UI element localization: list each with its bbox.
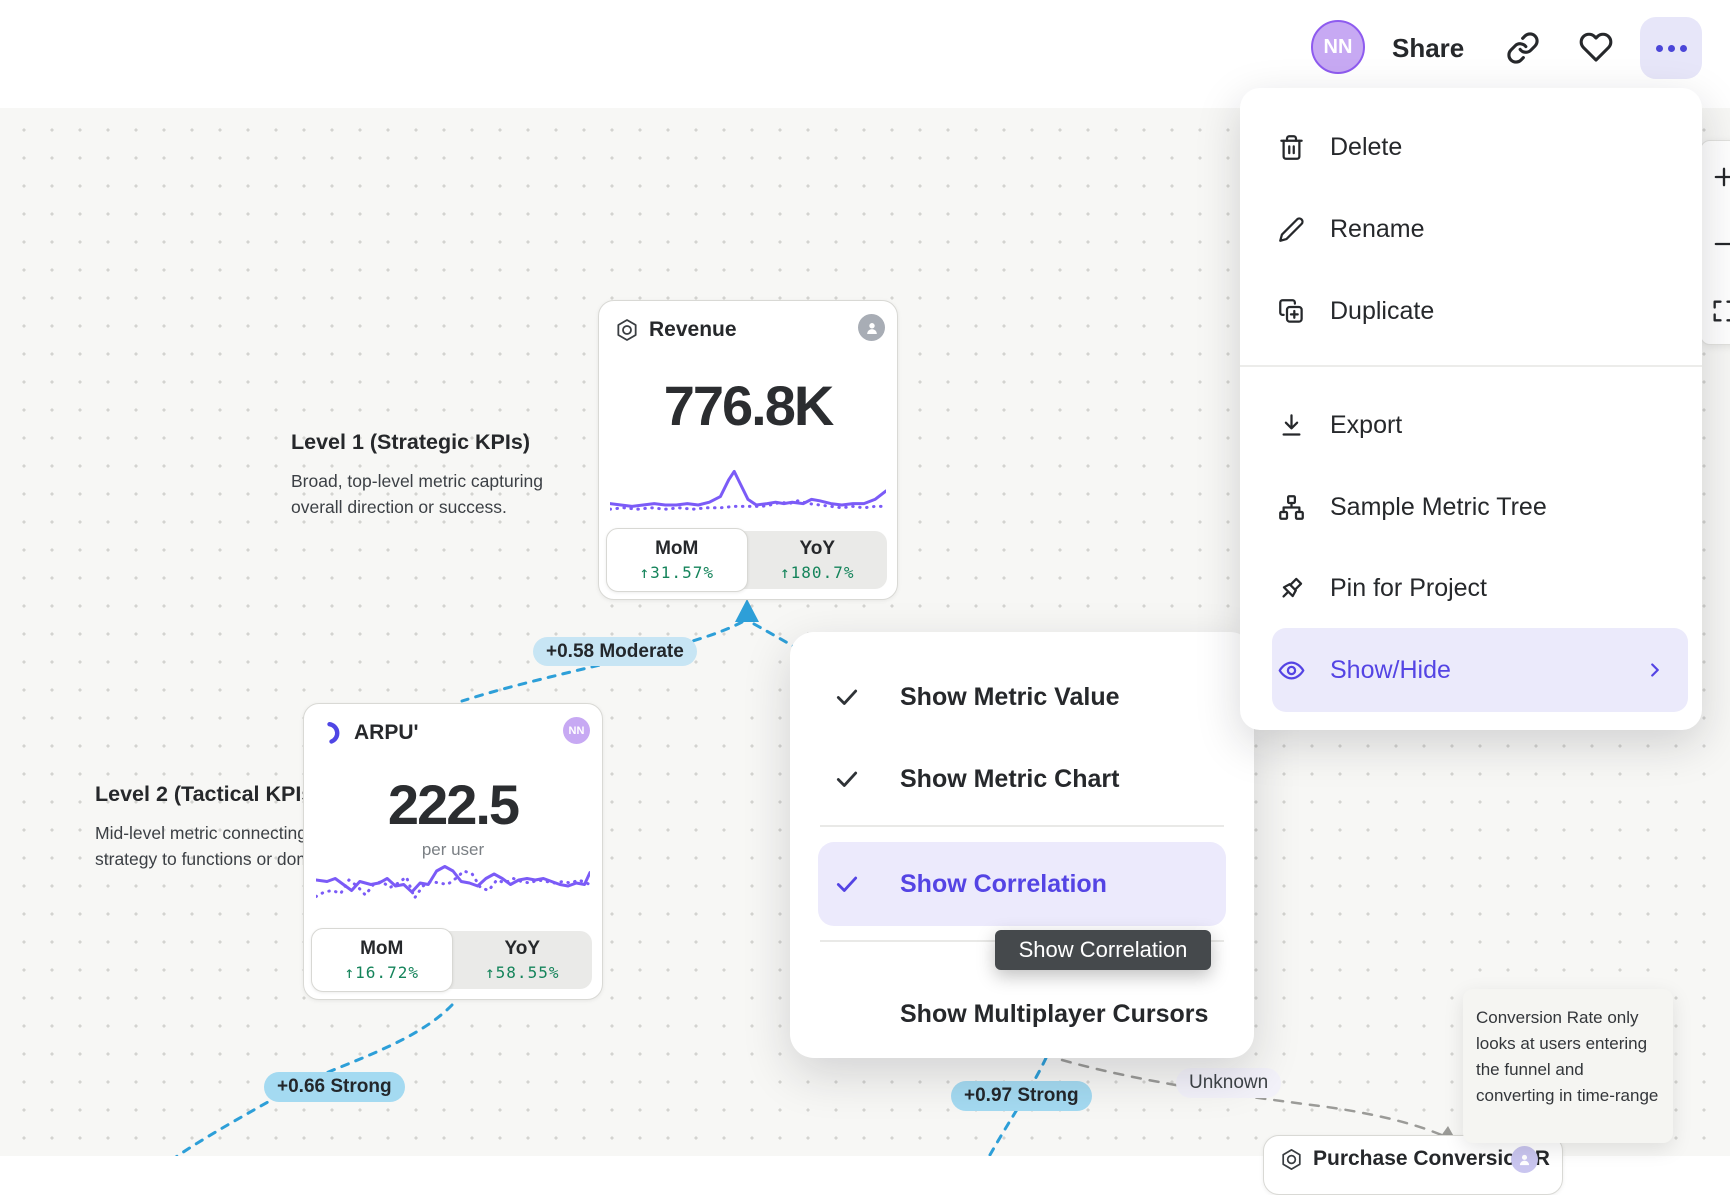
check-icon bbox=[836, 876, 858, 892]
zoom-out-button[interactable] bbox=[1710, 230, 1730, 258]
submenu-item-show-metric-value[interactable]: Show Metric Value bbox=[790, 656, 1254, 738]
copy-link-icon[interactable] bbox=[1506, 31, 1540, 65]
menu-item-show-hide[interactable]: Show/Hide bbox=[1240, 629, 1702, 711]
check-icon bbox=[836, 771, 858, 787]
correlation-badge-strong-1[interactable]: +0.66 Strong bbox=[264, 1072, 405, 1102]
show-correlation-tooltip: Show Correlation bbox=[995, 930, 1211, 970]
revenue-card[interactable]: Revenue 776.8K MoM ↑31.57% YoY ↑180.7% bbox=[598, 300, 898, 600]
tree-icon bbox=[1279, 494, 1304, 520]
correlation-badge-unknown[interactable]: Unknown bbox=[1176, 1068, 1282, 1098]
fit-view-button[interactable] bbox=[1710, 297, 1730, 325]
correlation-badge-strong-2[interactable]: +0.97 Strong bbox=[951, 1081, 1092, 1111]
sparkline-dotted bbox=[610, 499, 886, 511]
metric-footer: MoM ↑31.57% YoY ↑180.7% bbox=[606, 528, 887, 592]
more-options-button[interactable] bbox=[1640, 17, 1702, 79]
level2-description: Mid-level metric connecting strategy to … bbox=[95, 823, 321, 869]
metric-footer: MoM ↑16.72% YoY ↑58.55% bbox=[311, 928, 592, 992]
owner-avatar[interactable]: NN bbox=[563, 717, 590, 744]
check-icon bbox=[836, 689, 858, 705]
mom-tab[interactable]: MoM ↑16.72% bbox=[311, 928, 453, 992]
menu-item-export[interactable]: Export bbox=[1240, 384, 1702, 466]
person-icon bbox=[866, 322, 877, 334]
zoom-in-button[interactable] bbox=[1710, 163, 1730, 191]
duplicate-icon bbox=[1279, 298, 1303, 323]
menu-item-sample-metric-tree[interactable]: Sample Metric Tree bbox=[1240, 466, 1702, 548]
level2-title: Level 2 (Tactical KPIs bbox=[95, 782, 314, 806]
show-hide-submenu: Show Metric Value Show Metric Chart Show… bbox=[790, 632, 1254, 1058]
card-title: Revenue bbox=[649, 318, 737, 341]
card-title: ARPU' bbox=[354, 721, 419, 744]
submenu-highlight bbox=[818, 842, 1226, 926]
level1-annotation: Level 1 (Strategic KPIs) Broad, top-leve… bbox=[291, 430, 546, 520]
yoy-tab[interactable]: YoY ↑58.55% bbox=[485, 938, 560, 982]
level1-title: Level 1 (Strategic KPIs) bbox=[291, 430, 530, 454]
metric-value: 776.8K bbox=[663, 374, 835, 437]
more-options-menu: Delete Rename Duplicate Export Sample Me… bbox=[1240, 88, 1702, 730]
canvas-zoom-toolbar bbox=[1700, 140, 1730, 345]
share-button[interactable]: Share bbox=[1392, 33, 1465, 63]
person-icon bbox=[1519, 1154, 1530, 1166]
eye-icon bbox=[1278, 661, 1305, 679]
ellipsis-icon bbox=[1655, 44, 1663, 52]
yoy-tab[interactable]: YoY ↑180.7% bbox=[780, 538, 855, 582]
level2-annotation: Level 2 (Tactical KPIs Mid-level metric … bbox=[95, 782, 350, 872]
chevron-right-icon bbox=[1651, 663, 1659, 677]
submenu-item-show-correlation[interactable]: Show Correlation bbox=[790, 843, 1254, 925]
menu-item-rename[interactable]: Rename bbox=[1240, 188, 1702, 270]
sparkline-dotted bbox=[316, 869, 590, 900]
download-icon bbox=[1282, 413, 1301, 436]
mom-tab[interactable]: MoM ↑31.57% bbox=[606, 528, 748, 592]
user-avatar[interactable]: NN bbox=[1311, 20, 1365, 74]
submenu-item-show-multiplayer-cursors[interactable]: Show Multiplayer Cursors bbox=[900, 999, 1209, 1028]
owner-avatar[interactable] bbox=[1511, 1146, 1538, 1173]
crescent-icon bbox=[327, 722, 340, 744]
menu-divider bbox=[1240, 365, 1702, 367]
trash-icon bbox=[1280, 134, 1303, 160]
metric-value: 222.5 bbox=[387, 773, 520, 836]
submenu-item-show-metric-chart[interactable]: Show Metric Chart bbox=[790, 738, 1254, 820]
submenu-divider bbox=[820, 825, 1224, 827]
pencil-icon bbox=[1279, 216, 1304, 242]
menu-item-delete[interactable]: Delete bbox=[1240, 106, 1702, 188]
owner-avatar[interactable] bbox=[858, 314, 885, 341]
sparkline-solid bbox=[610, 469, 886, 508]
purchase-conversion-card[interactable]: Purchase Conversion R bbox=[1263, 1135, 1563, 1195]
menu-highlight bbox=[1272, 628, 1688, 712]
menu-item-pin-for-project[interactable]: Pin for Project bbox=[1240, 547, 1702, 629]
pushpin-icon bbox=[1282, 577, 1303, 598]
metric-unit: per user bbox=[421, 840, 485, 859]
favorite-heart-icon[interactable] bbox=[1579, 30, 1613, 64]
level1-description: Broad, top-level metric capturing overal… bbox=[291, 471, 543, 517]
correlation-badge-moderate[interactable]: +0.58 Moderate bbox=[533, 637, 697, 666]
hexagon-badge-icon bbox=[617, 319, 637, 341]
conversion-rate-note: Conversion Rate only looks at users ente… bbox=[1463, 989, 1673, 1143]
menu-item-duplicate[interactable]: Duplicate bbox=[1240, 270, 1702, 352]
arpu-card[interactable]: ARPU' NN 222.5 per user MoM ↑16.72% YoY … bbox=[303, 703, 603, 1000]
hexagon-badge-icon bbox=[1282, 1148, 1301, 1170]
sparkline-solid bbox=[316, 865, 590, 894]
app-screen: Level 1 (Strategic KPIs) Broad, top-leve… bbox=[0, 17, 1730, 1195]
